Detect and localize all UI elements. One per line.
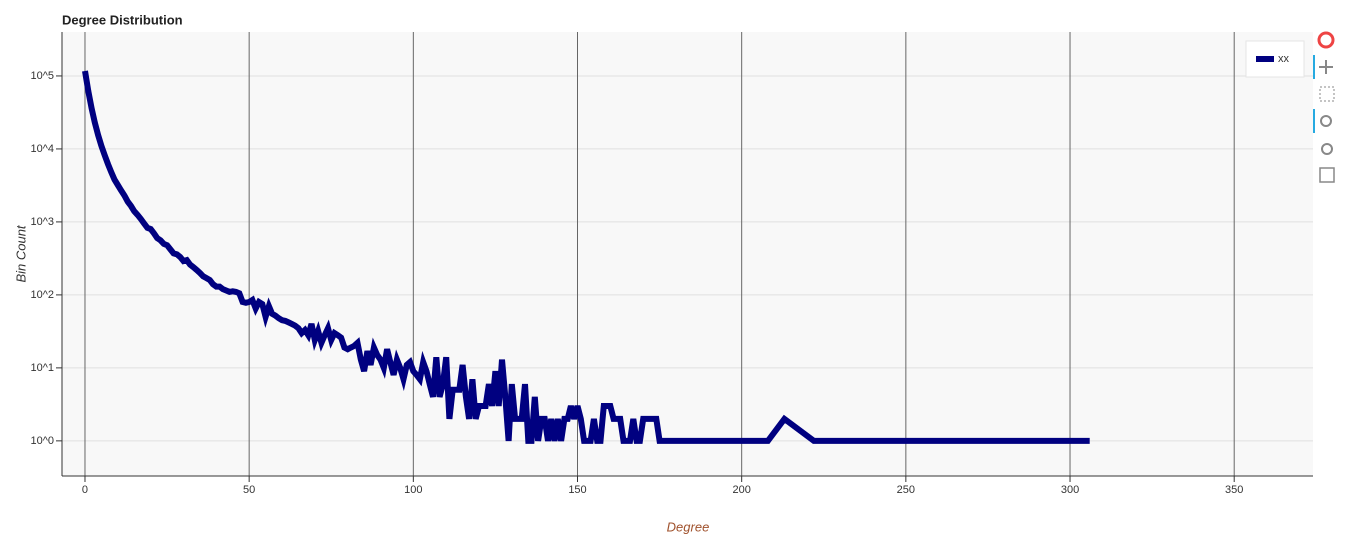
x-tick-label: 150 — [568, 484, 586, 496]
x-tick-label: 100 — [404, 484, 422, 496]
y-tick-label: 10^1 — [30, 362, 54, 374]
y-tick-label: 10^0 — [30, 435, 54, 447]
pan-tool[interactable] — [1319, 60, 1333, 74]
x-tick-label: 300 — [1061, 484, 1079, 496]
x-tick-label: 250 — [897, 484, 915, 496]
y-tick-label: 10^2 — [30, 289, 54, 301]
x-tick-label: 0 — [82, 484, 88, 496]
save-tool[interactable] — [1319, 167, 1335, 183]
x-axis-label: Degree — [667, 519, 710, 534]
y-tick-label: 10^5 — [30, 70, 54, 82]
y-tick-label: 10^3 — [30, 216, 54, 228]
logo[interactable] — [1317, 31, 1335, 49]
x-tick-label: 200 — [732, 484, 750, 496]
series-line — [82, 70, 1090, 444]
toolbar — [1313, 31, 1335, 183]
tool-active — [1313, 55, 1315, 79]
legend-label: xx — [1278, 53, 1290, 65]
x-tick-label: 50 — [243, 484, 255, 496]
box-zoom-tool[interactable] — [1319, 86, 1335, 102]
x-tick-label: 350 — [1225, 484, 1243, 496]
wheel-zoom-tool[interactable] — [1320, 115, 1332, 127]
y-axis-label: Bin Count — [13, 224, 28, 282]
chart-title: Degree Distribution — [62, 12, 183, 27]
y-tick-label: 10^4 — [30, 143, 54, 155]
tool-active — [1313, 109, 1315, 133]
plot-area — [62, 32, 1313, 476]
legend-box — [1245, 40, 1305, 78]
reset-tool[interactable] — [1321, 143, 1333, 155]
